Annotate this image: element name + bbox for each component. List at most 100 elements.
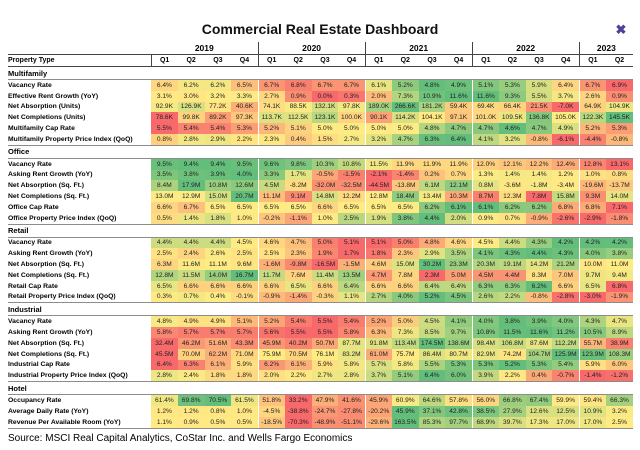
metric-cell: -2.6% [552,212,580,225]
metric-cell: 174.5M [418,337,446,349]
metric-cell: 11.0M [606,259,633,270]
metric-cell: 15.0M [391,259,419,270]
metric-cell: 100.0K [338,112,366,124]
metric-cell: 47.9% [311,394,339,406]
metric-cell: 6.5% [284,280,312,292]
metric-cell: 6.4% [151,359,178,371]
metric-cell: 6.1M [418,180,446,192]
metric-cell: -1.8% [606,212,633,225]
metric-cell: 11.6% [525,327,553,338]
metric-cell: 125.9M [552,348,580,360]
metric-cell: 1.8% [204,370,232,383]
metric-cell: 6.5% [257,201,285,213]
metric-cell: 50.7M [311,337,339,349]
metric-cell: 13.4M [418,191,446,202]
metric-cell: 6.9% [606,79,633,91]
metric-row: Retail Cap Rate 6.5% 6.6% 6.6% 6.6% 6.6% 6.5% 6… [8,280,633,292]
metric-cell: 105.0K [552,112,580,124]
section-title: Hotel [8,381,633,396]
close-button[interactable]: ✖ [613,22,629,38]
metric-cell: 3.3% [231,90,259,102]
metric-cell: 14.0M [204,269,232,281]
metric-cell: -4.5% [257,405,285,417]
metric-cell: 38.9M [606,337,633,349]
metric-cell: 12.8% [578,158,607,170]
metric-cell: 10.3M [445,191,473,202]
metric-cell: 6.5% [338,201,366,213]
metric-cell: 3.5% [151,169,178,181]
metric-cell: 3.7% [364,370,392,383]
metric-cell: -0.2% [257,212,285,225]
metric-cell: 5.1% [391,370,419,383]
metric-cell: 8.4M [151,180,178,192]
metric-cell: 4.1% [471,133,499,146]
quarter-header: Q3 [204,54,232,67]
metric-cell: 62.2M [204,348,232,360]
metric-cell: 4.6M [364,259,392,270]
metric-cell: 2.0% [364,90,392,102]
year-header: 2022 [471,42,580,55]
metric-cell: 87.6M [525,337,553,349]
metric-cell: 6.5% [284,201,312,213]
metric-cell: 12.8M [364,191,392,202]
year-header: 2020 [257,42,366,55]
metric-cell: 12.0% [471,158,499,170]
row-label: Office Cap Rate [8,203,59,211]
metric-cell: 9.5% [151,158,178,170]
metric-cell: -1.5% [338,169,366,181]
metric-cell: 108.3M [606,348,633,360]
metric-cell: 266.6K [391,101,419,113]
metric-cell: 4.6% [498,123,526,134]
metric-cell: 3.9% [204,169,232,181]
metric-cell: 4.5% [445,291,473,304]
metric-cell: 114.2K [391,112,419,124]
metric-cell: 74.1K [257,101,285,113]
metric-cell: 109.5K [498,112,526,124]
metric-cell: 66.3% [606,394,633,406]
metric-cell: 19.1M [498,259,526,270]
metric-cell: 126.9K [177,101,205,113]
metric-cell: 5.8% [338,359,366,371]
metric-cell: 11.1M [204,259,232,270]
metric-cell: 6.4% [552,79,580,91]
metric-cell: 6.7% [257,79,285,91]
metric-cell: 6.3% [418,133,446,146]
metric-cell: 104.7M [525,348,553,360]
section-title: Multifamily [8,66,633,80]
metric-cell: 21.5K [525,101,553,113]
metric-cell: 6.6% [364,280,392,292]
metric-cell: 66.4K [498,101,526,113]
metric-cell: 1.8% [204,212,232,225]
metric-cell: 2.5% [338,212,366,225]
metric-cell: 5.1% [471,79,499,91]
quarter-header: Q2 [498,54,526,67]
metric-cell: 11.9% [391,158,419,170]
quarter-header: Q1 [364,54,392,67]
metric-cell: 6.5% [151,280,178,292]
metric-cell: 70.5% [204,394,232,406]
metric-cell: 97.8K [338,101,366,113]
metric-cell: 4.8% [418,237,446,249]
row-label: Net Absorption (Units) [8,103,81,111]
metric-cell: 97.3K [231,112,259,124]
metric-cell: -9.8M [284,259,312,270]
metric-cell: -1.4% [391,169,419,181]
metric-cell: 17.0% [552,416,580,429]
metric-cell: 5.5% [311,327,339,338]
metric-cell: 11.6% [471,90,499,102]
metric-cell: 6.6% [177,280,205,292]
year-header: 2023 [578,42,633,55]
metric-cell: 4.0% [552,315,580,328]
metric-cell: 32.4M [151,337,178,349]
metric-cell: 2.8% [177,133,205,146]
metric-cell: 1.2% [552,169,580,181]
metric-cell: 15.0M [204,191,232,202]
metric-cell: 6.6% [151,201,178,213]
row-label: Asking Rent Growth (YoY) [8,171,93,179]
row-label: Effective Rent Growth (YoY) [8,92,99,100]
metric-cell: 11.4M [311,269,339,281]
metric-cell: 3.8% [606,248,633,260]
metric-cell: 6.4% [151,79,178,91]
metric-cell: 5.8% [391,359,419,371]
metric-cell: 0.8M [471,180,499,192]
